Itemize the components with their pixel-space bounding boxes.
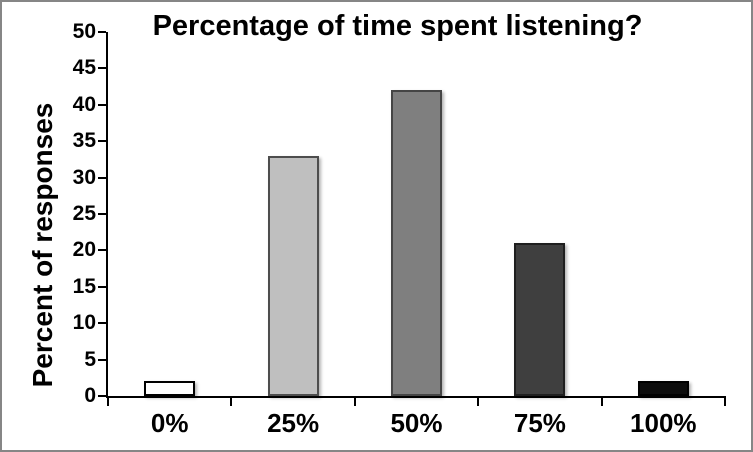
y-tick-mark bbox=[98, 395, 106, 397]
chart-title: Percentage of time spent listening? bbox=[152, 10, 643, 42]
y-tick-mark bbox=[98, 140, 106, 143]
y-tick-label: 45 bbox=[72, 56, 96, 80]
y-tick-label: 15 bbox=[72, 274, 96, 298]
x-tick-label: 100% bbox=[630, 408, 697, 438]
x-tick-label: 0% bbox=[150, 408, 189, 438]
y-tick-mark bbox=[98, 213, 106, 215]
x-tick-label: 25% bbox=[267, 408, 320, 438]
x-tick-mark bbox=[230, 396, 233, 406]
bar-50pct bbox=[391, 90, 442, 396]
plot-area: 0 5 10 15 20 25 30 35 40 45 50 0% 25% 50% 75% 100% bbox=[73, 20, 726, 438]
y-tick-label: 30 bbox=[72, 165, 96, 189]
x-tick-mark bbox=[477, 396, 480, 406]
y-tick-mark bbox=[98, 322, 106, 325]
y-tick-mark bbox=[98, 67, 106, 70]
y-tick-mark bbox=[98, 358, 106, 361]
x-tick-mark bbox=[600, 396, 603, 406]
y-tick-label: 5 bbox=[84, 347, 96, 371]
y-tick-label: 20 bbox=[72, 238, 96, 262]
y-tick-mark bbox=[98, 249, 106, 252]
y-tick-label: 40 bbox=[72, 92, 96, 116]
x-tick-mark bbox=[107, 396, 109, 406]
y-tick-label: 25 bbox=[72, 202, 96, 225]
y-tick-mark bbox=[98, 285, 106, 288]
x-tick-label: 75% bbox=[513, 408, 566, 438]
bar-75pct bbox=[514, 243, 566, 396]
y-tick-label: 35 bbox=[72, 129, 96, 153]
bar-25pct bbox=[267, 155, 319, 396]
x-tick-mark bbox=[353, 396, 356, 406]
bar-0pct bbox=[144, 381, 196, 396]
x-tick-label: 50% bbox=[390, 408, 443, 438]
y-tick-mark bbox=[98, 103, 106, 106]
y-tick-mark bbox=[98, 176, 106, 179]
y-tick-label: 10 bbox=[72, 311, 96, 335]
bar-100pct bbox=[637, 381, 689, 396]
y-tick-label: 0 bbox=[84, 384, 96, 407]
y-tick-label: 50 bbox=[72, 20, 96, 43]
y-tick-mark bbox=[98, 31, 106, 33]
x-tick-mark bbox=[724, 396, 726, 406]
